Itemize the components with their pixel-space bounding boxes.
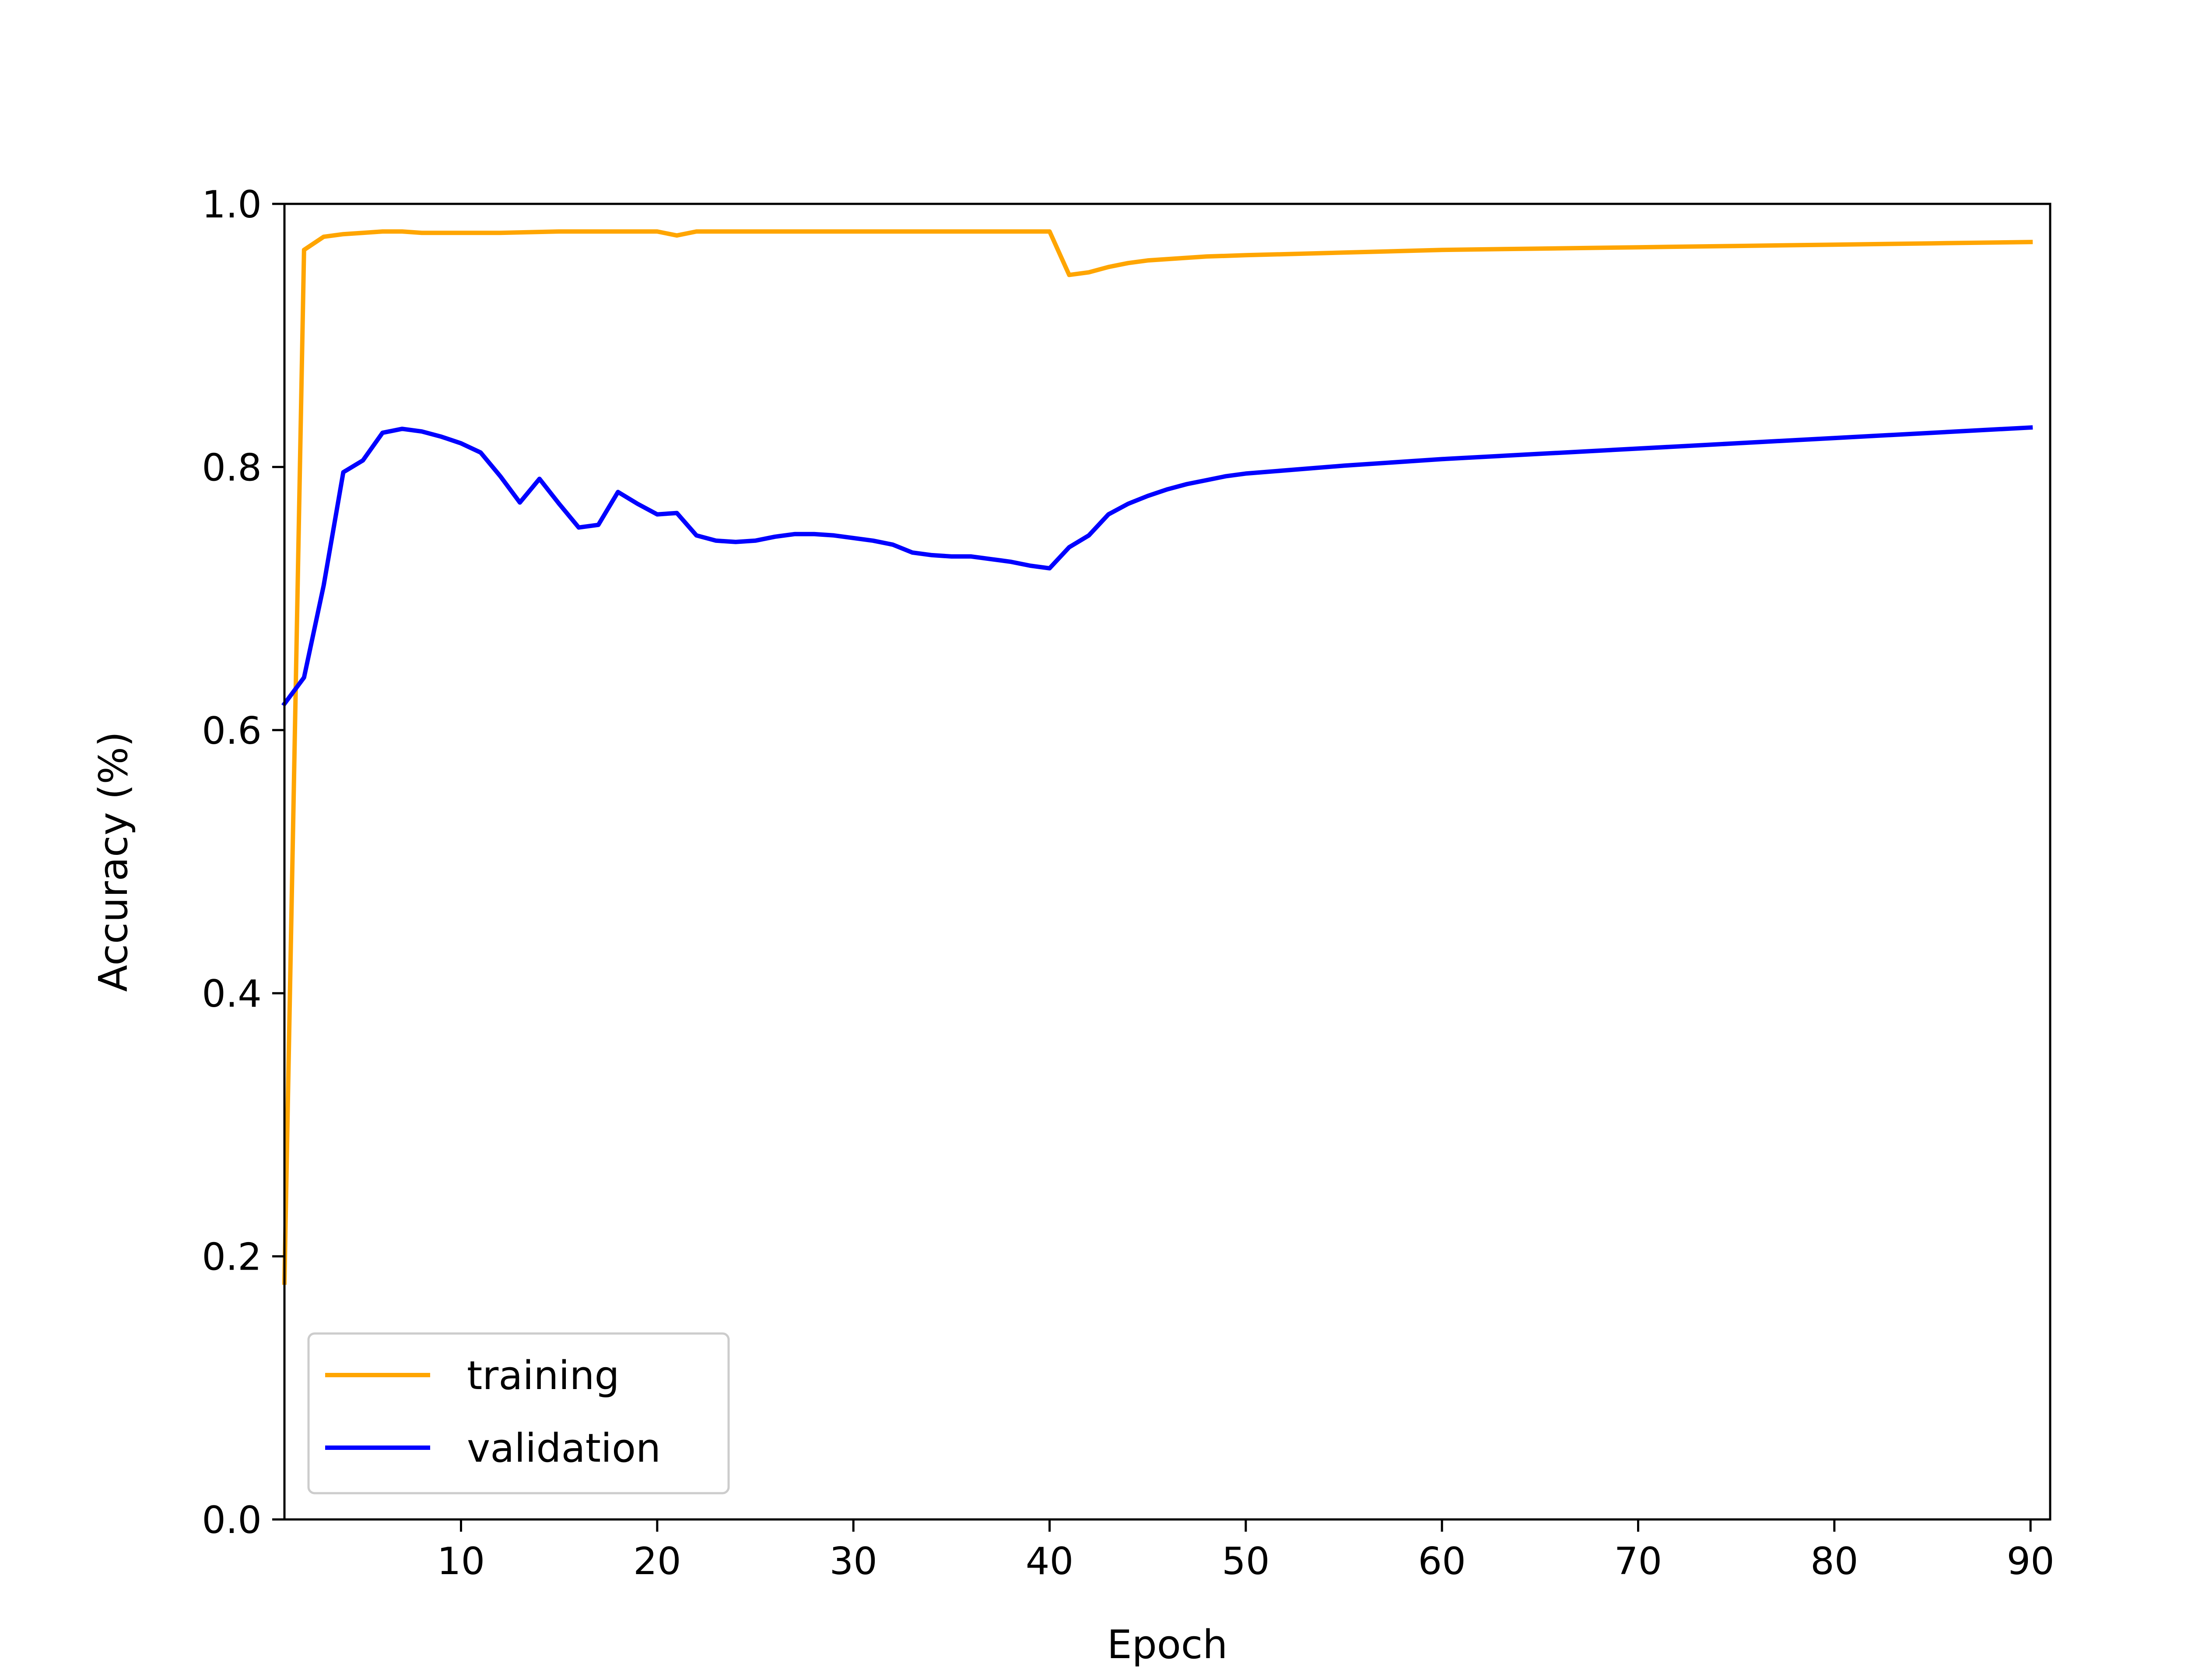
x-axis: 10 20 30 40 50 60 70 80 90 (437, 1519, 2055, 1583)
y-axis: 0.0 0.2 0.4 0.6 0.8 1.0 (202, 183, 284, 1542)
y-tick-label: 0.0 (202, 1498, 262, 1542)
y-tick-label: 0.2 (202, 1236, 262, 1279)
y-tick-label: 0.4 (202, 972, 262, 1016)
x-tick-label: 10 (437, 1540, 485, 1583)
plot-lines (281, 229, 2033, 1285)
series-line-validation (281, 425, 2033, 707)
y-tick-label: 1.0 (202, 183, 262, 227)
x-tick-label: 50 (1222, 1540, 1269, 1583)
series-line-training (282, 229, 2033, 1285)
y-axis-title: Accuracy (%) (91, 732, 137, 992)
axes-frame (283, 203, 2051, 1521)
y-tick-label: 0.6 (202, 709, 262, 753)
x-tick-label: 70 (1614, 1540, 1662, 1583)
x-tick-label: 60 (1418, 1540, 1466, 1583)
x-tick-label: 40 (1026, 1540, 1073, 1583)
y-tick-label: 0.8 (202, 446, 262, 490)
x-axis-title: Epoch (1107, 1622, 1228, 1668)
x-tick-label: 90 (2006, 1540, 2054, 1583)
legend-label-validation: validation (467, 1425, 661, 1471)
x-tick-label: 80 (1810, 1540, 1858, 1583)
x-tick-label: 20 (633, 1540, 681, 1583)
legend-label-training: training (467, 1353, 620, 1399)
legend: training validation (307, 1332, 730, 1494)
x-tick-label: 30 (829, 1540, 877, 1583)
